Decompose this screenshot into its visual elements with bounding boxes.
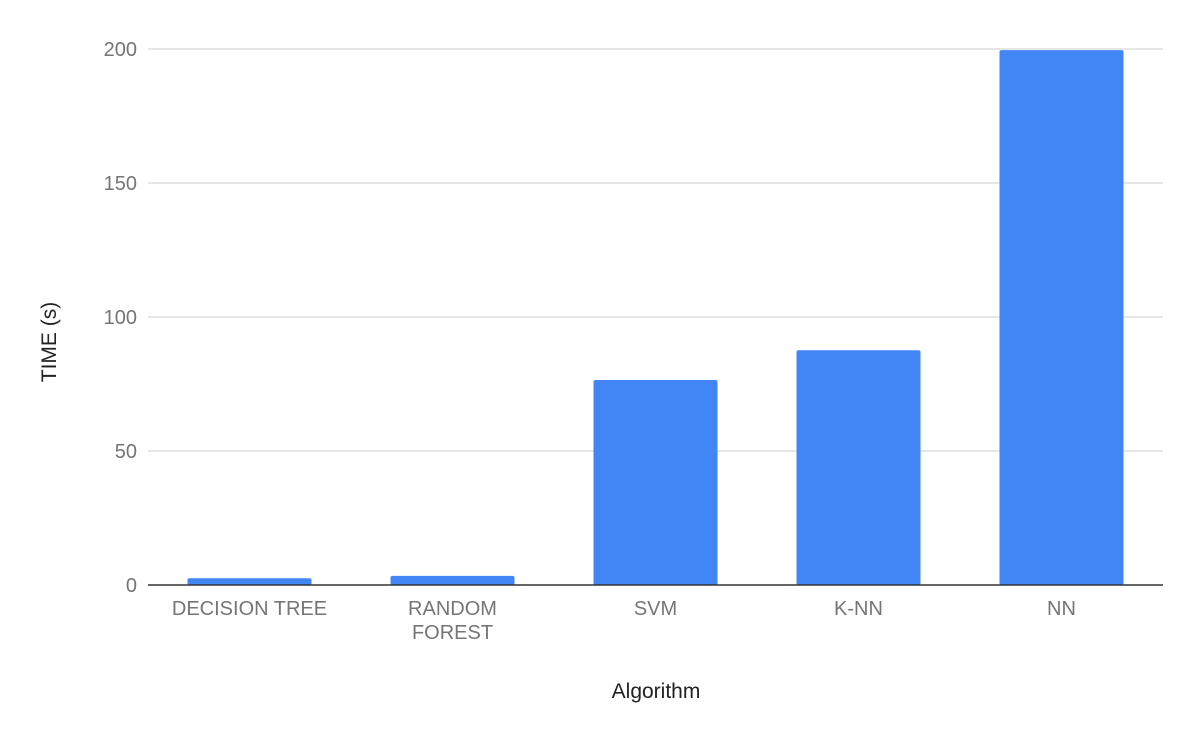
- bar: [390, 575, 515, 585]
- x-axis-title: Algorithm: [612, 680, 701, 703]
- y-tick-label: 150: [104, 173, 137, 195]
- bar: [999, 50, 1124, 585]
- x-category-label: RANDOM FOREST: [408, 598, 497, 644]
- x-category-label: SVM: [634, 598, 677, 620]
- y-axis-title: TIME (s): [38, 302, 61, 382]
- y-tick-label: 0: [126, 575, 137, 597]
- y-tick-label: 200: [104, 39, 137, 61]
- x-category-label: K-NN: [834, 598, 883, 620]
- x-category-label: NN: [1047, 598, 1076, 620]
- x-category-label: DECISION TREE: [172, 598, 327, 620]
- bar: [187, 578, 312, 585]
- bar: [593, 379, 718, 585]
- y-tick-labels: 0 50 100 150 200: [104, 39, 137, 597]
- x-category-labels: DECISION TREE RANDOM FOREST SVM K-NN NN: [172, 598, 1076, 644]
- y-tick-label: 100: [104, 307, 137, 329]
- bar: [796, 350, 921, 585]
- bars: [187, 50, 1124, 585]
- y-tick-label: 50: [115, 441, 137, 463]
